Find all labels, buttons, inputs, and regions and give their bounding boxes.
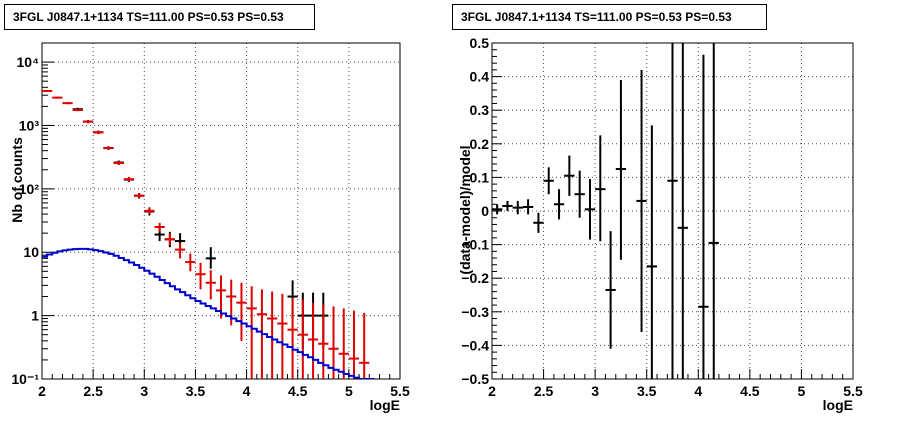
counts-panel: 3FGL J0847.1+1134 TS=111.00 PS=0.53 PS=0… [4,4,410,413]
x-tick-label: 3 [591,383,599,399]
y-tick-label: 0.4 [470,69,490,85]
x-tick-label: 2.5 [83,383,103,399]
plot-frame [41,42,401,380]
x-tick-label: 3.5 [637,383,657,399]
x-axis-label: logE [823,397,853,413]
y-tick-label: −0.3 [461,304,489,320]
chart-title: 3FGL J0847.1+1134 TS=111.00 PS=0.53 PS=0… [461,10,732,24]
plot-data-layer [42,89,375,379]
y-axis-label: (data-model)/model [457,145,473,274]
chart-title: 3FGL J0847.1+1134 TS=111.00 PS=0.53 PS=0… [13,10,284,24]
y-tick-label: 1 [31,308,39,324]
y-tick-label: 0 [481,203,489,219]
y-tick-label: 10⁻¹ [11,371,39,387]
x-tick-label: 2.5 [534,383,554,399]
x-tick-label: 4 [694,383,702,399]
x-tick-label: 3 [140,383,148,399]
x-tick-label: 5 [798,383,806,399]
x-tick-label: 5 [345,383,353,399]
x-tick-label: 3.5 [186,383,206,399]
chart-title-box [452,4,767,30]
x-tick-label: 2 [38,383,46,399]
x-tick-label: 5.5 [390,383,410,399]
y-tick-label: 10⁴ [17,54,40,70]
y-tick-label: 0.5 [470,35,490,51]
y-tick-label: 0.1 [470,169,490,185]
y-tick-label: 0.2 [470,136,490,152]
x-tick-label: 4.5 [288,383,308,399]
y-tick-label: −0.4 [461,337,489,353]
plot-data-layer [492,43,719,379]
y-axis-label: Nb of counts [9,137,25,223]
y-tick-label: −0.2 [461,270,489,286]
x-tick-label: 2 [488,383,496,399]
x-tick-label: 4 [243,383,251,399]
x-axis-label: logE [370,397,400,413]
y-tick-label: 10³ [19,117,40,133]
x-tick-label: 5.5 [843,383,863,399]
y-tick-label: −0.1 [461,237,489,253]
y-tick-label: −0.5 [461,371,489,387]
y-tick-label: 10 [23,244,39,260]
residuals-panel: 3FGL J0847.1+1134 TS=111.00 PS=0.53 PS=0… [452,4,863,413]
y-tick-label: 10² [19,181,40,197]
chart-title-box [4,4,315,30]
y-tick-label: 0.3 [470,102,490,118]
x-tick-label: 4.5 [740,383,760,399]
model-step-curve [42,247,375,379]
